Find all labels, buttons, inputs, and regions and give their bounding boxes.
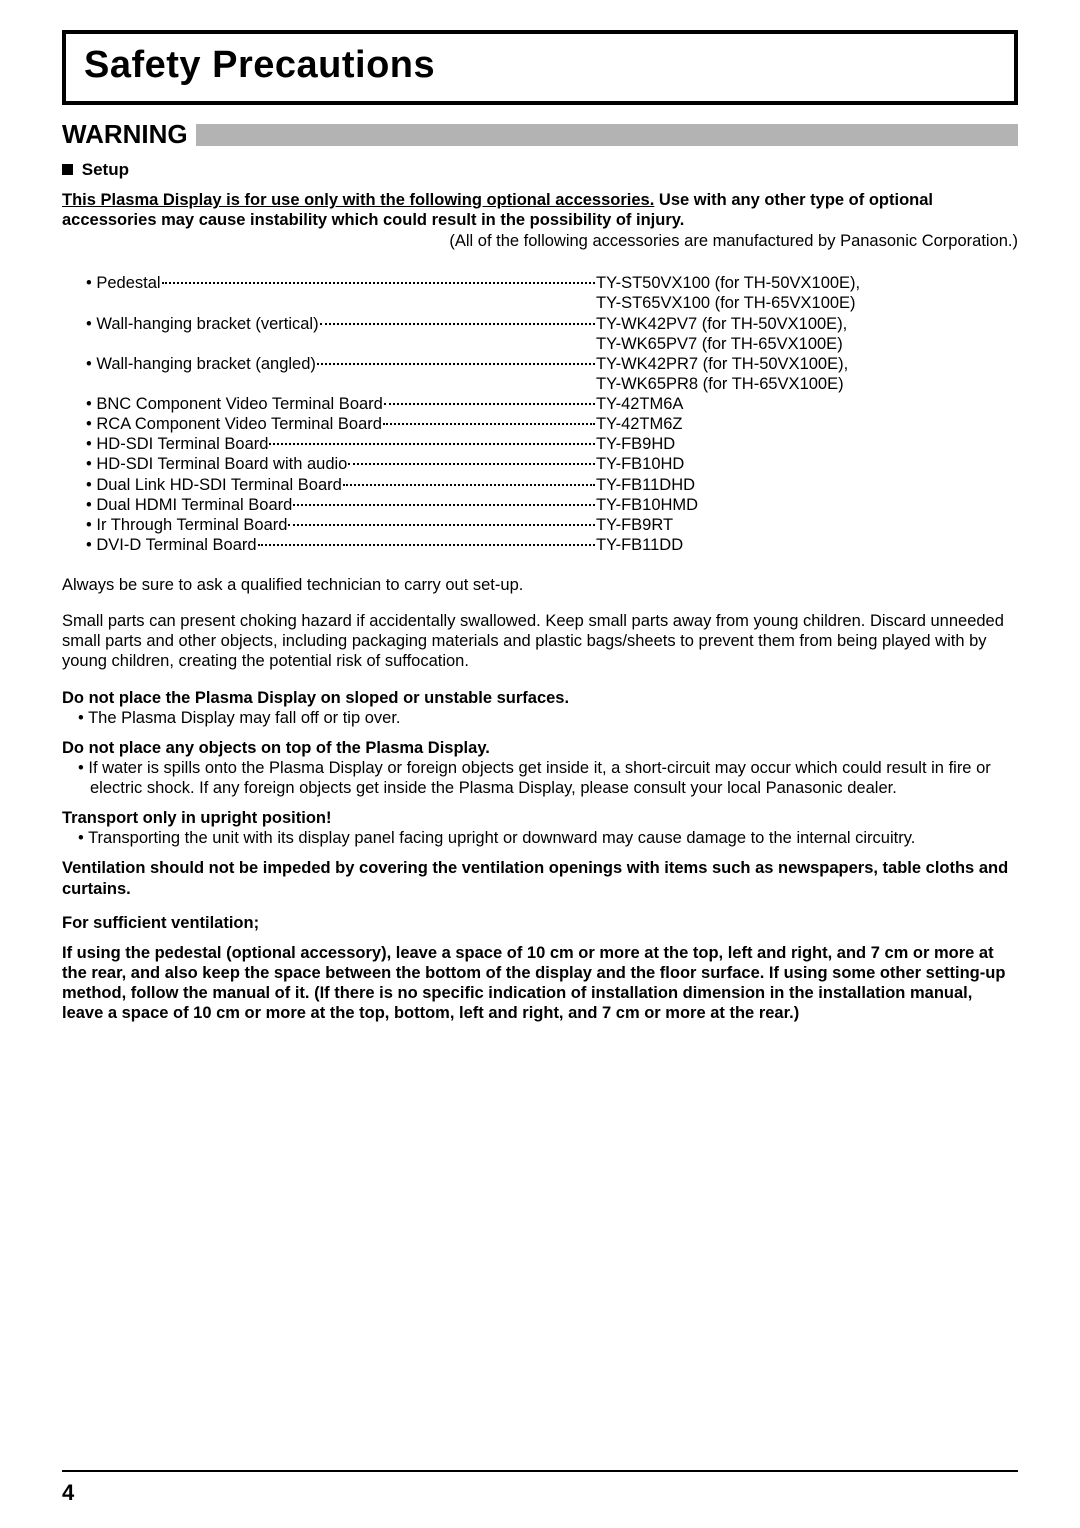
accessory-label: Pedestal — [86, 273, 161, 293]
accessory-label: RCA Component Video Terminal Board — [86, 414, 382, 434]
dot-leader — [348, 463, 595, 465]
accessory-left: Dual HDMI Terminal Board — [86, 495, 596, 515]
title-box: Safety Precautions — [62, 30, 1018, 105]
accessory-value: TY-FB10HD — [596, 454, 684, 474]
accessory-label: Wall-hanging bracket (vertical) — [86, 314, 319, 334]
accessory-value-continuation: TY-WK65PR8 (for TH-65VX100E) — [86, 374, 1018, 394]
accessory-row: Dual HDMI Terminal Board TY-FB10HMD — [86, 495, 1018, 515]
intro-underlined: This Plasma Display is for use only with… — [62, 191, 654, 209]
accessory-label: Ir Through Terminal Board — [86, 515, 287, 535]
slope-bullet: The Plasma Display may fall off or tip o… — [62, 708, 1018, 728]
accessory-row: BNC Component Video Terminal Board TY-42… — [86, 394, 1018, 414]
accessory-row: Dual Link HD-SDI Terminal Board TY-FB11D… — [86, 475, 1018, 495]
manufacturer-note: (All of the following accessories are ma… — [62, 232, 1018, 251]
spacer — [86, 374, 596, 394]
slope-heading: Do not place the Plasma Display on slope… — [62, 688, 1018, 708]
accessory-row: HD-SDI Terminal Board with audio TY-FB10… — [86, 454, 1018, 474]
accessory-left: RCA Component Video Terminal Board — [86, 414, 596, 434]
accessory-value: TY-FB11DHD — [596, 475, 695, 495]
accessory-label: HD-SDI Terminal Board — [86, 434, 268, 454]
warning-bar — [196, 124, 1018, 146]
accessory-value-continuation: TY-WK65PV7 (for TH-65VX100E) — [86, 334, 1018, 354]
accessory-left: Pedestal — [86, 273, 596, 293]
accessory-value: TY-WK42PV7 (for TH-50VX100E), — [596, 314, 847, 334]
page-number: 4 — [62, 1480, 74, 1506]
accessory-value-continuation: TY-ST65VX100 (for TH-65VX100E) — [86, 293, 1018, 313]
dot-leader — [383, 423, 595, 425]
accessory-row: DVI-D Terminal Board TY-FB11DD — [86, 535, 1018, 555]
accessory-left: Ir Through Terminal Board — [86, 515, 596, 535]
accessory-row: HD-SDI Terminal Board TY-FB9HD — [86, 434, 1018, 454]
warning-heading-row: WARNING — [62, 119, 1018, 150]
transport-heading: Transport only in upright position! — [62, 808, 1018, 828]
accessory-value: TY-FB10HMD — [596, 495, 698, 515]
accessory-label: BNC Component Video Terminal Board — [86, 394, 383, 414]
accessory-value: TY-FB9RT — [596, 515, 673, 535]
accessory-left: BNC Component Video Terminal Board — [86, 394, 596, 414]
accessory-row: Wall-hanging bracket (vertical) TY-WK42PV… — [86, 314, 1018, 334]
accessory-label: DVI-D Terminal Board — [86, 535, 257, 555]
accessory-value: TY-WK65PR8 (for TH-65VX100E) — [596, 374, 844, 394]
transport-bullet: Transporting the unit with its display p… — [62, 828, 1018, 848]
accessory-left: HD-SDI Terminal Board — [86, 434, 596, 454]
page-title: Safety Precautions — [84, 44, 996, 87]
ventilation-sufficient-heading: For sufficient ventilation; — [62, 913, 1018, 933]
accessory-row: Ir Through Terminal Board TY-FB9RT — [86, 515, 1018, 535]
accessory-row: Wall-hanging bracket (angled) TY-WK42PR7 … — [86, 354, 1018, 374]
setup-heading-text: Setup — [82, 160, 129, 179]
objects-heading: Do not place any objects on top of the P… — [62, 738, 1018, 758]
accessory-value: TY-42TM6A — [596, 394, 683, 414]
dot-leader — [384, 403, 595, 405]
accessory-row: Pedestal TY-ST50VX100 (for TH-50VX100E), — [86, 273, 1018, 293]
accessory-row: RCA Component Video Terminal Board TY-42T… — [86, 414, 1018, 434]
accessory-value: TY-FB9HD — [596, 434, 675, 454]
dot-leader — [317, 363, 595, 365]
accessory-left: Dual Link HD-SDI Terminal Board — [86, 475, 596, 495]
spacer — [86, 293, 596, 313]
accessory-left: DVI-D Terminal Board — [86, 535, 596, 555]
accessory-left: Wall-hanging bracket (angled) — [86, 354, 596, 374]
dot-leader — [288, 524, 595, 526]
ventilation-heading: Ventilation should not be impeded by cov… — [62, 858, 1018, 898]
intro-paragraph: This Plasma Display is for use only with… — [62, 190, 1018, 230]
accessory-value: TY-42TM6Z — [596, 414, 683, 434]
technician-note: Always be sure to ask a qualified techni… — [62, 575, 1018, 595]
footer-rule — [62, 1470, 1018, 1472]
choking-note: Small parts can present choking hazard i… — [62, 611, 1018, 671]
accessory-label: Wall-hanging bracket (angled) — [86, 354, 316, 374]
accessory-left: HD-SDI Terminal Board with audio — [86, 454, 596, 474]
page-container: Safety Precautions WARNING Setup This Pl… — [0, 0, 1080, 1528]
accessory-label: HD-SDI Terminal Board with audio — [86, 454, 347, 474]
ventilation-details: If using the pedestal (optional accessor… — [62, 943, 1018, 1024]
dot-leader — [293, 504, 595, 506]
accessory-label: Dual HDMI Terminal Board — [86, 495, 292, 515]
accessory-value: TY-FB11DD — [596, 535, 683, 555]
setup-heading: Setup — [62, 160, 1018, 180]
spacer — [86, 334, 596, 354]
dot-leader — [320, 323, 595, 325]
accessory-value: TY-ST50VX100 (for TH-50VX100E), — [596, 273, 860, 293]
dot-leader — [343, 484, 595, 486]
objects-bullet: If water is spills onto the Plasma Displ… — [62, 758, 1018, 798]
square-bullet-icon — [62, 164, 73, 175]
dot-leader — [162, 282, 595, 284]
accessory-value: TY-WK42PR7 (for TH-50VX100E), — [596, 354, 848, 374]
accessory-value: TY-ST65VX100 (for TH-65VX100E) — [596, 293, 856, 313]
dot-leader — [269, 443, 595, 445]
accessory-label: Dual Link HD-SDI Terminal Board — [86, 475, 342, 495]
dot-leader — [258, 544, 595, 546]
accessory-value: TY-WK65PV7 (for TH-65VX100E) — [596, 334, 843, 354]
warning-label: WARNING — [62, 119, 196, 150]
accessory-left: Wall-hanging bracket (vertical) — [86, 314, 596, 334]
accessories-list: PedestalTY-ST50VX100 (for TH-50VX100E),T… — [86, 273, 1018, 555]
